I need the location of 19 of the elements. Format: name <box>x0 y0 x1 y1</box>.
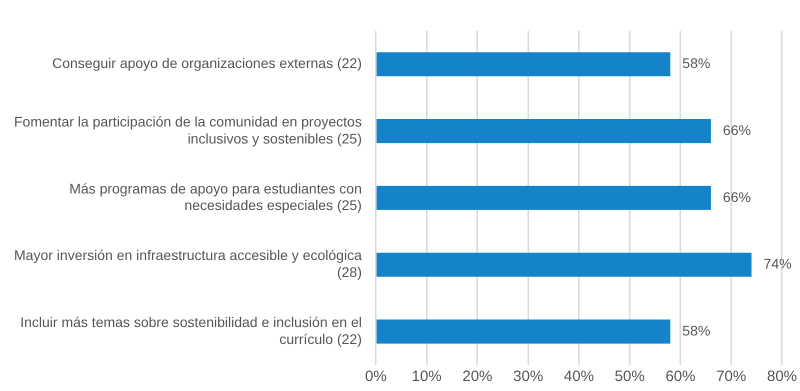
y-tick-label: Mayor inversión en infraestructura accesible y ecológica (28) <box>14 247 362 280</box>
x-tick-label: 70% <box>716 368 746 386</box>
x-tick-label: 20% <box>462 368 492 386</box>
data-label: 66% <box>722 122 751 138</box>
x-tick-label: 10% <box>412 368 442 386</box>
y-tick-label: Conseguir apoyo de organizaciones externas (22) <box>52 55 362 72</box>
data-label: 66% <box>722 188 751 205</box>
y-tick-label: Más programas de apoyo para estudiantes con necesidades especiales (25) <box>69 180 362 214</box>
y-tick-label: Fomentar la participación de la comunidad en proyectos inclusivos y sostenibles (25) <box>14 114 362 146</box>
x-tick-label: 80% <box>766 368 798 386</box>
x-tick-label: 50% <box>614 368 645 386</box>
x-tick-label: 60% <box>665 368 696 386</box>
x-tick-label: 30% <box>513 368 544 386</box>
data-label: 74% <box>764 256 792 272</box>
data-label: 58% <box>682 55 710 72</box>
y-tick-label: Incluir más temas sobre sostenibilidad e inclusión en el currículo (22) <box>20 314 362 347</box>
x-tick-label: 40% <box>564 368 594 386</box>
x-tick-label: 0% <box>365 368 387 386</box>
data-label: 58% <box>682 322 710 338</box>
